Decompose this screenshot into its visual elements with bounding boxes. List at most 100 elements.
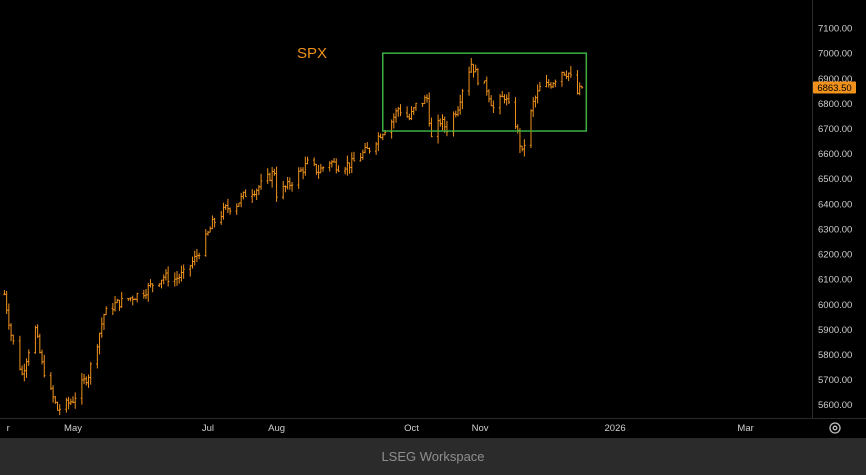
ohlc-bar [348, 162, 351, 174]
ohlc-bar [352, 151, 356, 162]
x-tick-label: Oct [404, 423, 419, 434]
ohlc-bar [390, 119, 393, 139]
ohlc-bar [25, 358, 28, 378]
y-tick-label: 5700.00 [818, 375, 852, 386]
x-axis-ticks: r May Jul Aug Oct Nov 2026 Mar [7, 423, 754, 434]
ohlc-bar [547, 79, 550, 88]
ohlc-bar [560, 71, 564, 87]
ohlc-bar [111, 302, 115, 316]
ohlc-bar [43, 354, 46, 378]
ohlc-bar [96, 344, 99, 369]
ohlc-bar [428, 92, 431, 127]
ohlc-bar [467, 66, 471, 96]
ohlc-bar [536, 84, 539, 104]
time-axis[interactable] [0, 418, 866, 439]
ohlc-bar [505, 94, 508, 106]
ohlc-bar [206, 230, 210, 236]
ohlc-bar [98, 332, 101, 355]
ohlc-bar [178, 273, 181, 284]
ohlc-bar [51, 385, 55, 403]
ohlc-bar [363, 142, 367, 154]
ohlc-bar [456, 106, 460, 117]
ohlc-bar [332, 158, 336, 163]
ohlc-bar [580, 85, 584, 89]
ohlc-bar [228, 207, 232, 215]
ohlc-bar [421, 102, 424, 107]
ohlc-bar [368, 147, 371, 154]
ohlc-bar [337, 165, 340, 172]
ohlc-bar [27, 349, 30, 366]
ohlc-bar [392, 113, 396, 129]
ohlc-bar [487, 89, 491, 103]
y-tick-label: 6300.00 [818, 224, 852, 235]
ohlc-bar [410, 106, 413, 121]
ohlc-bar [266, 168, 269, 184]
ohlc-bar [394, 108, 398, 123]
ohlc-bar [562, 71, 566, 77]
ohlc-bar [18, 335, 22, 371]
ohlc-bar [549, 81, 553, 89]
x-tick-label: Nov [472, 423, 489, 434]
price-axis[interactable] [812, 0, 866, 418]
ohlc-bar [180, 265, 183, 282]
y-tick-label: 6400.00 [818, 199, 852, 210]
y-tick-label: 7100.00 [818, 24, 852, 35]
ohlc-bar [328, 161, 331, 172]
ohlc-bar [12, 334, 15, 345]
ohlc-bar [545, 74, 548, 88]
ohlc-bar [317, 164, 320, 179]
y-tick-label: 6200.00 [818, 250, 852, 261]
ohlc-bar [127, 297, 130, 301]
ohlc-bar [147, 283, 150, 302]
ohlc-bar [20, 365, 24, 376]
y-tick-label: 6800.00 [818, 99, 852, 110]
ohlc-bar [304, 156, 307, 176]
ohlc-bar [312, 157, 316, 167]
last-price-label: 6863.50 [817, 83, 851, 94]
ohlc-bar [116, 298, 119, 304]
ohlc-bar [149, 279, 152, 288]
ohlc-bar [173, 272, 176, 287]
ohlc-bar [476, 68, 480, 86]
ohlc-bar [498, 94, 502, 115]
ohlc-bar [374, 142, 378, 155]
ohlc-bar [381, 133, 384, 141]
ohlc-bar [7, 303, 11, 330]
chart-settings-button[interactable] [826, 419, 844, 437]
ohlc-bar [142, 289, 146, 299]
ohlc-bar [113, 296, 117, 312]
ohlc-bar [290, 182, 294, 192]
ohlc-bar [425, 94, 429, 103]
plot-area[interactable] [0, 0, 812, 418]
ohlc-bar [554, 79, 557, 88]
ohlc-bar [299, 167, 303, 172]
ohlc-bar [346, 155, 349, 176]
ohlc-bar [120, 292, 123, 308]
ohlc-bar [131, 295, 134, 306]
y-tick-label: 6100.00 [818, 275, 852, 286]
ohlc-bar [175, 271, 179, 286]
ohlc-bar [423, 95, 427, 105]
y-tick-label: 7000.00 [818, 49, 852, 60]
ohlc-bar [523, 139, 526, 157]
ohlc-bar [164, 269, 168, 281]
ohlc-bar [576, 70, 579, 95]
ohlc-bar [319, 163, 323, 174]
ohlc-bar [9, 323, 13, 342]
ohlc-bar [379, 133, 382, 139]
ohlc-bar [222, 202, 225, 220]
ohlc-bar [551, 82, 555, 88]
ohlc-bar [69, 398, 73, 406]
ohlc-bar [507, 92, 511, 104]
ohlc-bar [489, 95, 493, 107]
ohlc-bar [259, 173, 263, 190]
ohlc-bar [23, 363, 26, 382]
ohlc-bar [414, 102, 418, 111]
ohlc-bar [301, 167, 305, 180]
ohlc-bar [151, 283, 154, 293]
ohlc-bar [483, 80, 486, 84]
ohlc-bar [89, 362, 92, 385]
ohlc-bar [105, 306, 108, 316]
ohlc-bar [34, 325, 37, 354]
ohlc-bar [87, 374, 90, 388]
